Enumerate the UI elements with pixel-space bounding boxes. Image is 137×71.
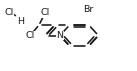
- Text: Cl: Cl: [41, 8, 50, 17]
- Text: N: N: [56, 31, 64, 40]
- Text: Cl: Cl: [5, 8, 14, 17]
- Text: H: H: [17, 17, 24, 26]
- Text: Br: Br: [84, 5, 94, 14]
- Text: Cl: Cl: [25, 31, 35, 40]
